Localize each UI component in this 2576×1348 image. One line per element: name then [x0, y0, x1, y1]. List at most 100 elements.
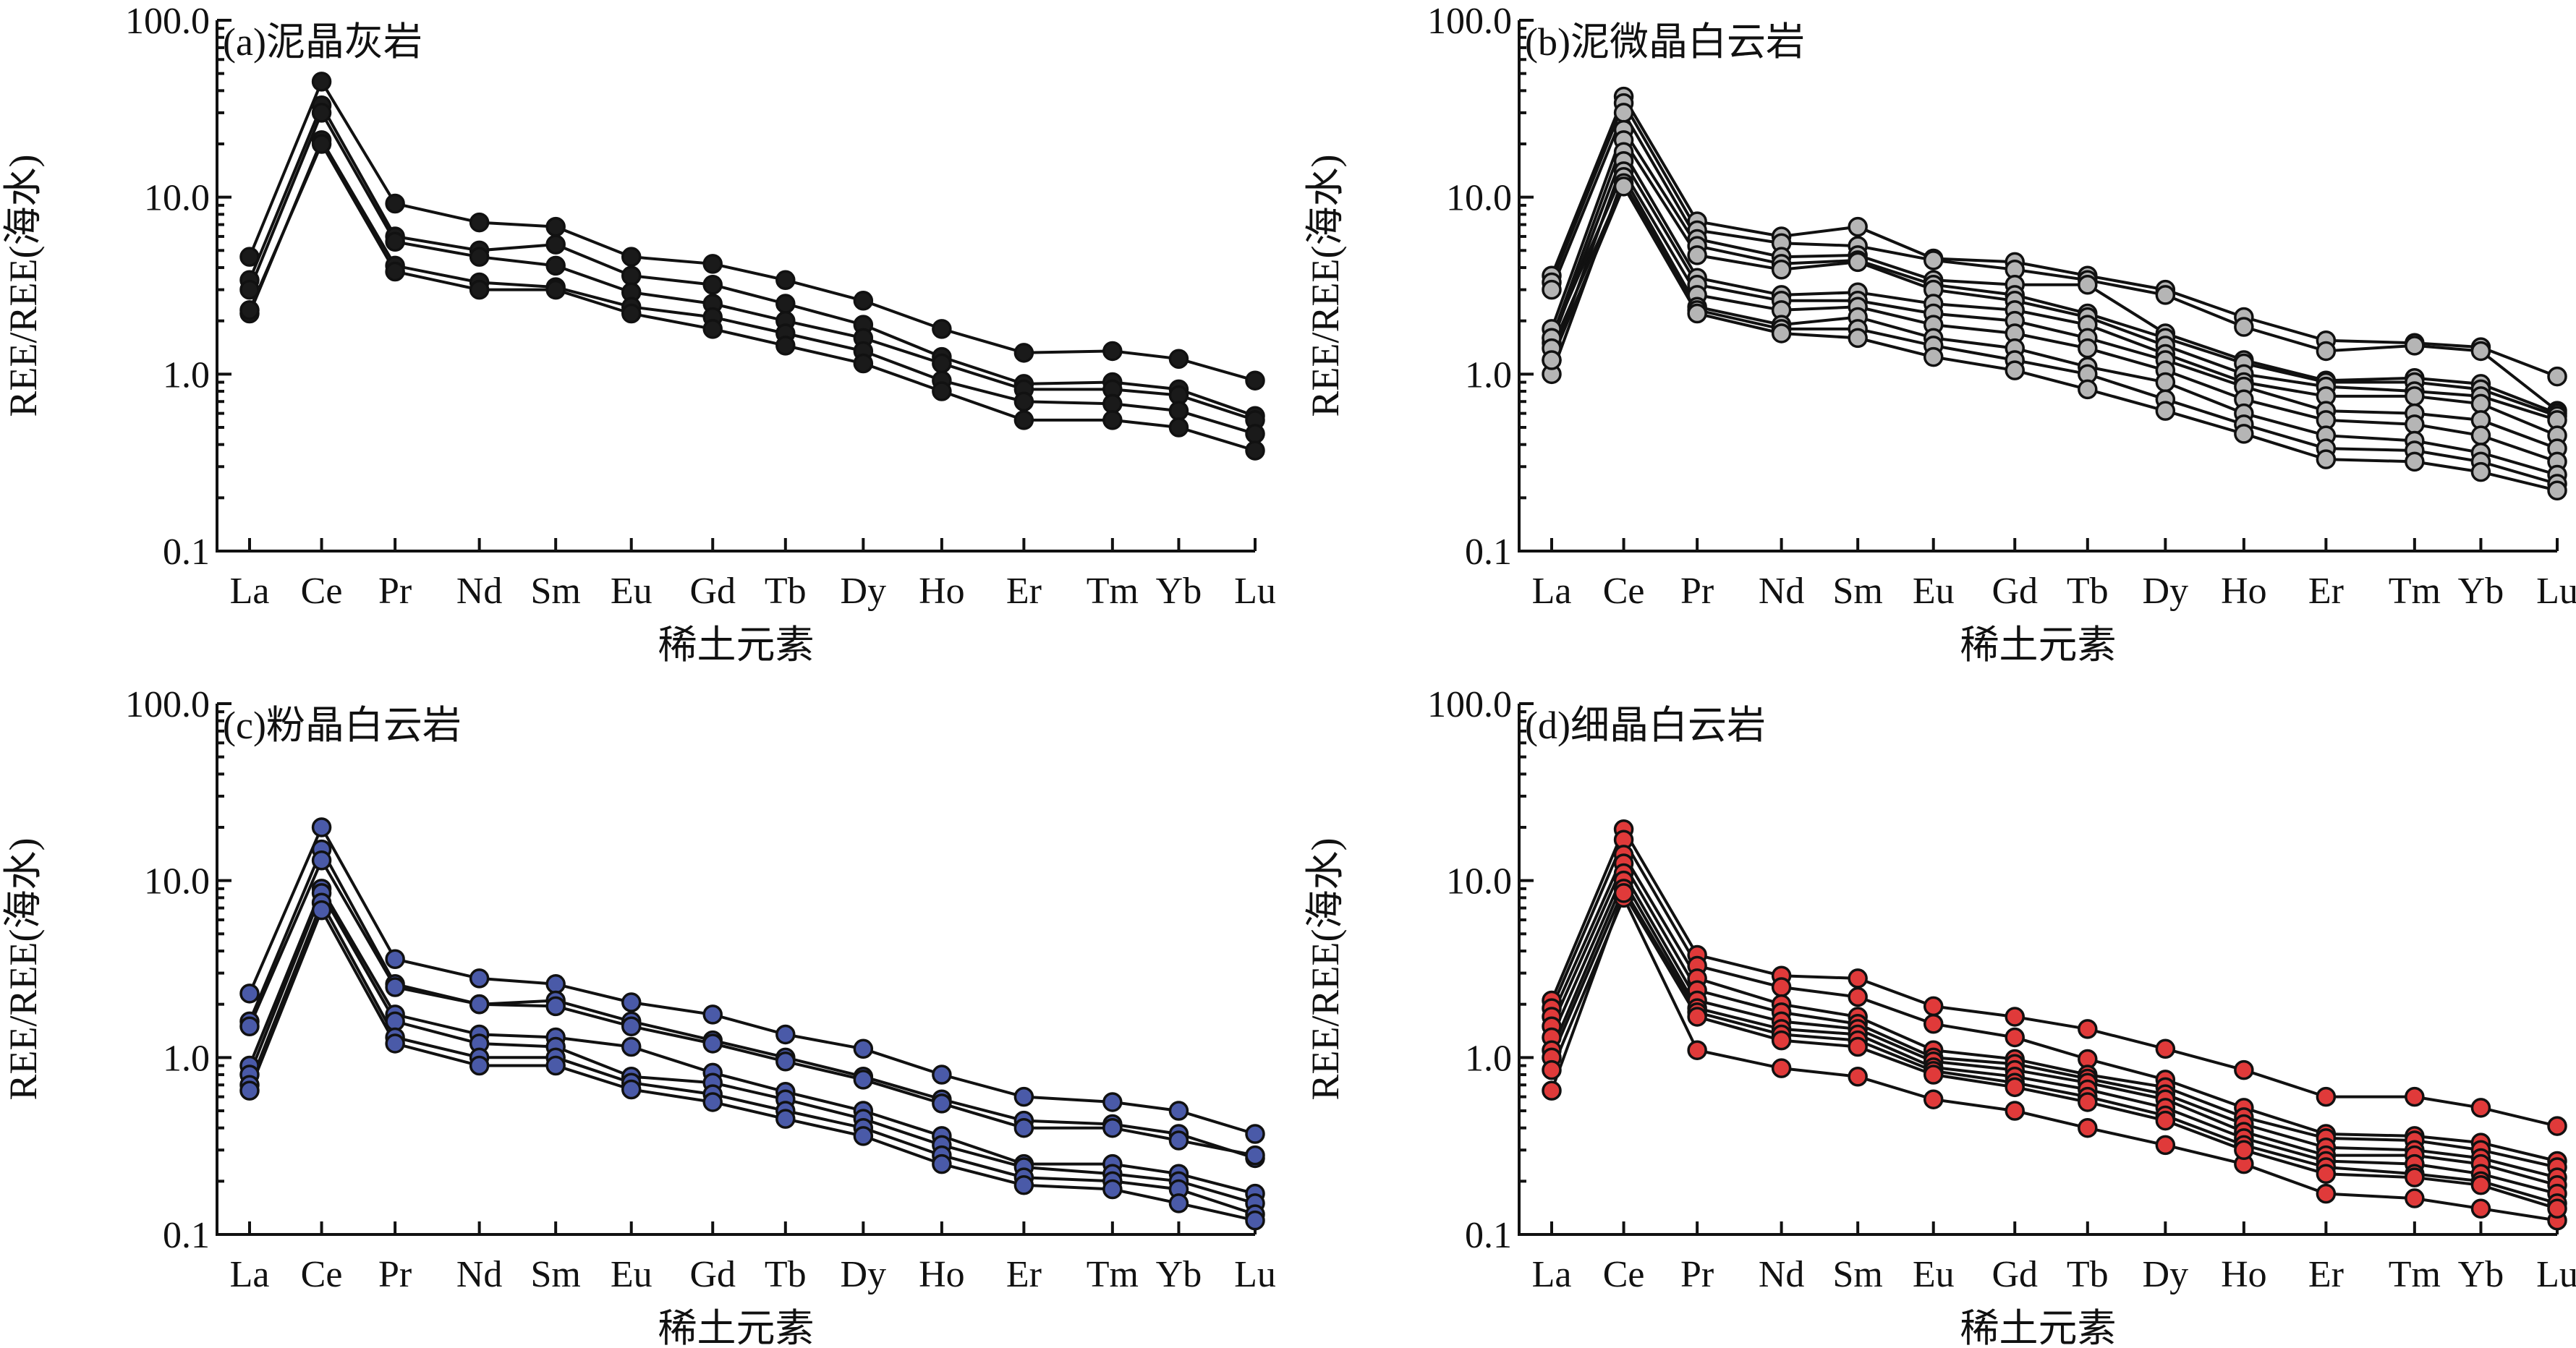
panel-c-ytick-label: 10.0: [144, 861, 210, 903]
panel-b-series-8-point: [2470, 425, 2491, 445]
panel-d-xtick-label: Ce: [1603, 1254, 1645, 1295]
panel-a-xtick-label: Tb: [765, 571, 807, 612]
panel-c-series-7-point: [853, 1126, 874, 1146]
panel-b-series-11-point: [2234, 424, 2254, 444]
panel-c-series-3-point: [775, 1051, 796, 1072]
panel-c-series-1-point: [1168, 1101, 1189, 1121]
panel-b-series-11-point: [1687, 303, 1707, 324]
panel-a-series-3-point: [311, 103, 332, 123]
panel-b-series-11-point: [2078, 379, 2098, 400]
panel-d-series-4-line: [1550, 860, 2558, 1180]
panel-c-series-2-line: [248, 845, 1256, 1160]
panel-b-series-8-line: [1550, 168, 2558, 464]
panel-d-series-9-point: [2405, 1167, 2425, 1187]
panel-a-series-5-point: [1102, 410, 1123, 430]
panel-d-xtick-label: La: [1532, 1254, 1572, 1295]
panel-d-xtick-label: Eu: [1913, 1254, 1955, 1295]
panel-a-series-5-point: [775, 336, 796, 356]
panel-d-series-8-point: [1848, 1066, 1868, 1087]
panel-a-series-3-point: [385, 231, 405, 252]
panel-d-xtick-label: Er: [2308, 1254, 2344, 1295]
panel-d-series-8-point: [1542, 1059, 1562, 1080]
panel-c-xtick-label: Sm: [530, 1254, 580, 1295]
panel-c-xtick-label: Tb: [765, 1254, 807, 1295]
panel-a-series-1-point: [239, 247, 260, 267]
panel-b-xtick-label: La: [1532, 571, 1572, 612]
panel-b-xtick-label: Lu: [2536, 571, 2576, 612]
panel-c-series-7-point: [702, 1092, 723, 1112]
panel-a-series-1-point: [775, 270, 796, 291]
panel-d-ytick-label: 0.1: [1465, 1215, 1512, 1256]
panel-c-series-7-point: [1245, 1210, 1265, 1231]
panel-b-series-11-point: [2316, 449, 2337, 469]
panel-a-series-1-point: [1245, 370, 1265, 391]
panel-c-series-3-point: [1013, 1117, 1034, 1138]
panel-c-series-1-point: [545, 974, 566, 994]
panel-c-series-7-point: [775, 1109, 796, 1129]
panel-a-series-1-point: [385, 193, 405, 214]
panel-c-title: (c)粉晶白云岩: [223, 704, 462, 747]
panel-c-xlabel: 稀土元素: [658, 1307, 815, 1348]
panel-d-ylabel: REE/REE(海水): [1304, 838, 1347, 1101]
panel-a-xtick-label: Sm: [530, 571, 580, 612]
panel-c-series-1-point: [853, 1038, 874, 1059]
panel-b-series-11-point: [1923, 346, 1944, 367]
panel-b-series-5-line: [1550, 137, 2558, 422]
panel-a-xtick-label: Er: [1006, 571, 1042, 612]
panel-d-series-9-point: [1542, 1080, 1562, 1101]
panel-b-xtick-label: Er: [2308, 571, 2344, 612]
panel-d-xtick-label: Ho: [2221, 1254, 2267, 1295]
panel-d-series-9-point: [1923, 1065, 1944, 1085]
panel-a-xtick-label: Lu: [1234, 571, 1276, 612]
panel-d-series-2-point: [1848, 986, 1868, 1007]
panel-a-series-5-point: [545, 279, 566, 300]
panel-a-series-4-point: [1168, 401, 1189, 421]
panel-c-xtick-label: Nd: [456, 1254, 503, 1295]
panel-c-series-6-line: [248, 899, 1256, 1216]
panel-d-series-8-point: [2078, 1117, 2098, 1138]
panel-a-series-2-line: [248, 102, 1256, 418]
panel-d-series-9-point: [2470, 1175, 2491, 1195]
panel-b-xtick-label: Ho: [2221, 571, 2267, 612]
panel-d-series-8-point: [2470, 1198, 2491, 1219]
panel-d-series-9-point: [2547, 1198, 2567, 1219]
panel-b-series-9-point: [2155, 372, 2176, 393]
panel-c-series-3-point: [702, 1033, 723, 1054]
panel-c-series-7-point: [239, 1080, 260, 1101]
panel-d-series-8-point: [2155, 1135, 2176, 1156]
panel-c-ytick-label: 1.0: [163, 1038, 210, 1079]
panel-a-series-1-point: [1168, 349, 1189, 369]
panel-d-series-8-point: [2005, 1101, 2025, 1121]
panel-d-series-1-point: [1848, 968, 1868, 989]
panel-b-series-11-point: [2005, 360, 2025, 380]
panel-a-series-2-point: [702, 274, 723, 295]
panel-b-xtick-label: Eu: [1913, 571, 1955, 612]
panel-d-series-2-line: [1550, 836, 2558, 1163]
panel-c-series-3-point: [545, 996, 566, 1017]
panel-b-series-11-point: [2155, 401, 2176, 421]
panel-b-series-10-line: [1550, 179, 2558, 485]
panel-b-series-3-line: [1550, 109, 2558, 415]
panel-b-series-2-point: [2155, 285, 2176, 305]
panel-b-xlabel: 稀土元素: [1960, 623, 2117, 667]
panel-c-series-3-point: [385, 977, 405, 997]
panel-c-xtick-label: Ce: [301, 1254, 343, 1295]
panel-a-series-2-point: [545, 234, 566, 255]
panel-a-series-1-point: [1013, 343, 1034, 363]
panel-d-series-2-point: [1923, 1014, 1944, 1034]
panel-b-series-6-line: [1550, 148, 2558, 438]
panel-c-series-1-point: [1102, 1092, 1123, 1112]
panel-d-series-9-point: [1848, 1036, 1868, 1057]
panel-b-series-3-point: [1542, 279, 1562, 300]
panel-c-series-7-line: [248, 906, 1256, 1222]
panel-a-series-4-point: [1013, 391, 1034, 411]
panel-d-series-1-point: [2155, 1038, 2176, 1059]
panel-c-series-3-point: [469, 994, 490, 1015]
panel-a-ytick-label: 100.0: [125, 1, 210, 42]
panel-d-ytick-label: 10.0: [1446, 861, 1512, 903]
panel-b-title: (b)泥微晶白云岩: [1525, 20, 1805, 64]
panel-c-xtick-label: Ho: [919, 1254, 965, 1295]
panel-c-series-1-point: [239, 984, 260, 1004]
panel-d-series-8-point: [2405, 1188, 2425, 1208]
panel-c-series-7-point: [1168, 1193, 1189, 1213]
